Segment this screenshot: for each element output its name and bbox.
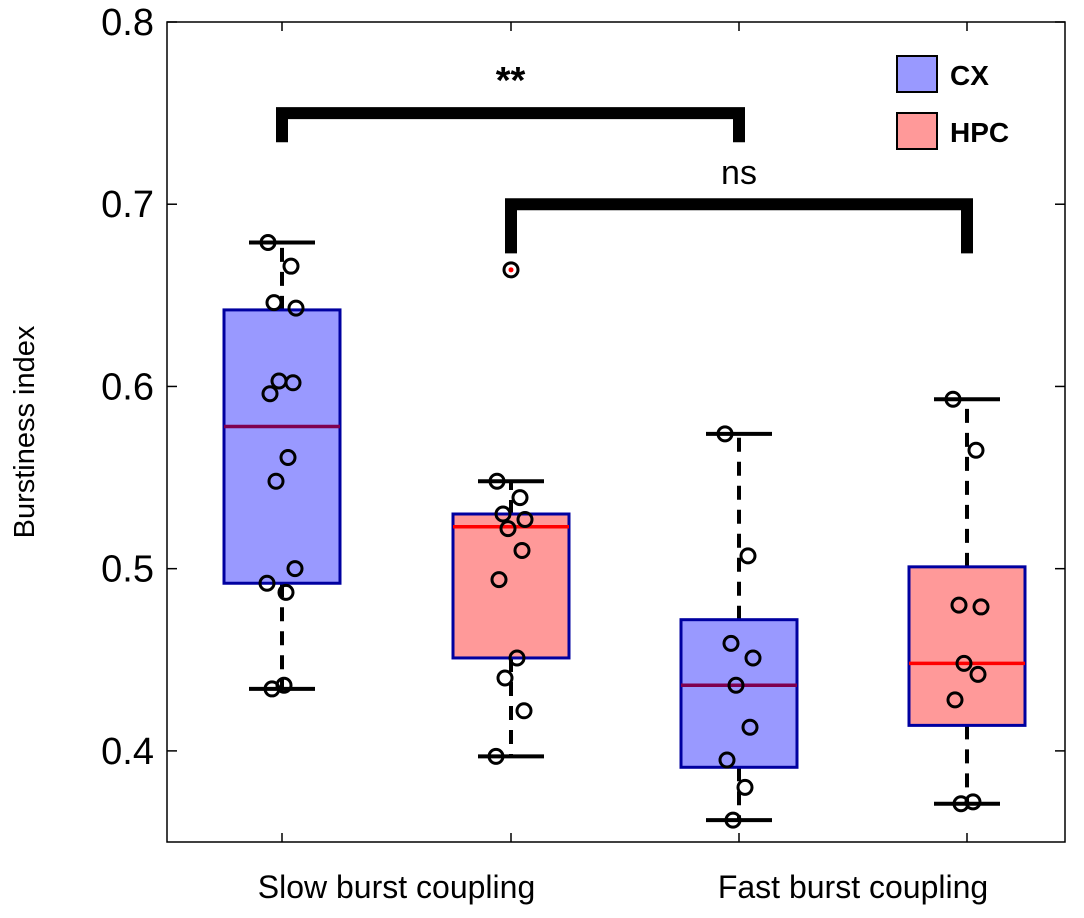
data-point	[261, 385, 279, 403]
data-point	[284, 374, 302, 392]
box-cx	[679, 425, 799, 829]
legend-label-cx: CX	[950, 60, 989, 91]
data-point	[494, 505, 512, 523]
outlier-point	[502, 261, 520, 279]
y-tick-label: 0.4	[101, 731, 154, 773]
box-iqr	[907, 565, 1027, 727]
data-point	[263, 680, 281, 698]
significance-bracket	[505, 198, 973, 254]
data-point	[259, 233, 277, 251]
x-category-label: Fast burst coupling	[718, 869, 988, 905]
data-point	[944, 390, 962, 408]
data-point	[279, 449, 297, 467]
data-point	[739, 547, 757, 565]
legend-swatch-hpc	[896, 112, 938, 150]
data-point	[716, 425, 734, 443]
data-point	[286, 560, 304, 578]
data-point	[741, 718, 759, 736]
significance-label: ns	[721, 154, 757, 192]
data-point	[718, 751, 736, 769]
box-hpc	[451, 261, 571, 765]
y-tick-label: 0.8	[101, 2, 154, 44]
data-point	[490, 571, 508, 589]
data-point	[499, 520, 517, 538]
data-point	[964, 793, 982, 811]
data-point	[515, 702, 533, 720]
data-point	[727, 676, 745, 694]
data-point	[277, 583, 295, 601]
significance-bracket	[276, 107, 745, 143]
legend-swatch-cx	[896, 55, 938, 93]
data-point	[952, 795, 970, 813]
data-point	[967, 441, 985, 459]
y-tick-label: 0.6	[101, 366, 154, 408]
data-point	[267, 472, 285, 490]
data-point	[744, 649, 762, 667]
y-axis-label: Burstiness index	[9, 325, 41, 538]
legend-label-hpc: HPC	[950, 117, 1009, 148]
data-point	[496, 669, 514, 687]
box-cx	[222, 233, 342, 698]
data-point	[950, 596, 968, 614]
data-point	[488, 472, 506, 490]
data-point	[287, 299, 305, 317]
data-point	[258, 574, 276, 592]
data-point	[724, 811, 742, 829]
data-point	[946, 691, 964, 709]
data-point	[513, 541, 531, 559]
data-point	[508, 649, 526, 667]
data-point	[969, 665, 987, 683]
data-point	[955, 654, 973, 672]
data-point	[516, 510, 534, 528]
y-tick-label: 0.5	[101, 549, 154, 591]
data-point	[265, 294, 283, 312]
data-point	[736, 778, 754, 796]
data-point	[722, 634, 740, 652]
box-hpc	[907, 390, 1027, 813]
data-point	[487, 747, 505, 765]
outlier-marker	[508, 267, 514, 273]
data-point	[972, 598, 990, 616]
data-point	[282, 257, 300, 275]
data-point	[511, 489, 529, 507]
box-iqr	[222, 308, 342, 585]
y-tick-label: 0.7	[101, 184, 154, 226]
plot-area-frame	[166, 21, 1066, 843]
significance-label: **	[496, 60, 526, 102]
x-category-label: Slow burst coupling	[258, 869, 535, 905]
